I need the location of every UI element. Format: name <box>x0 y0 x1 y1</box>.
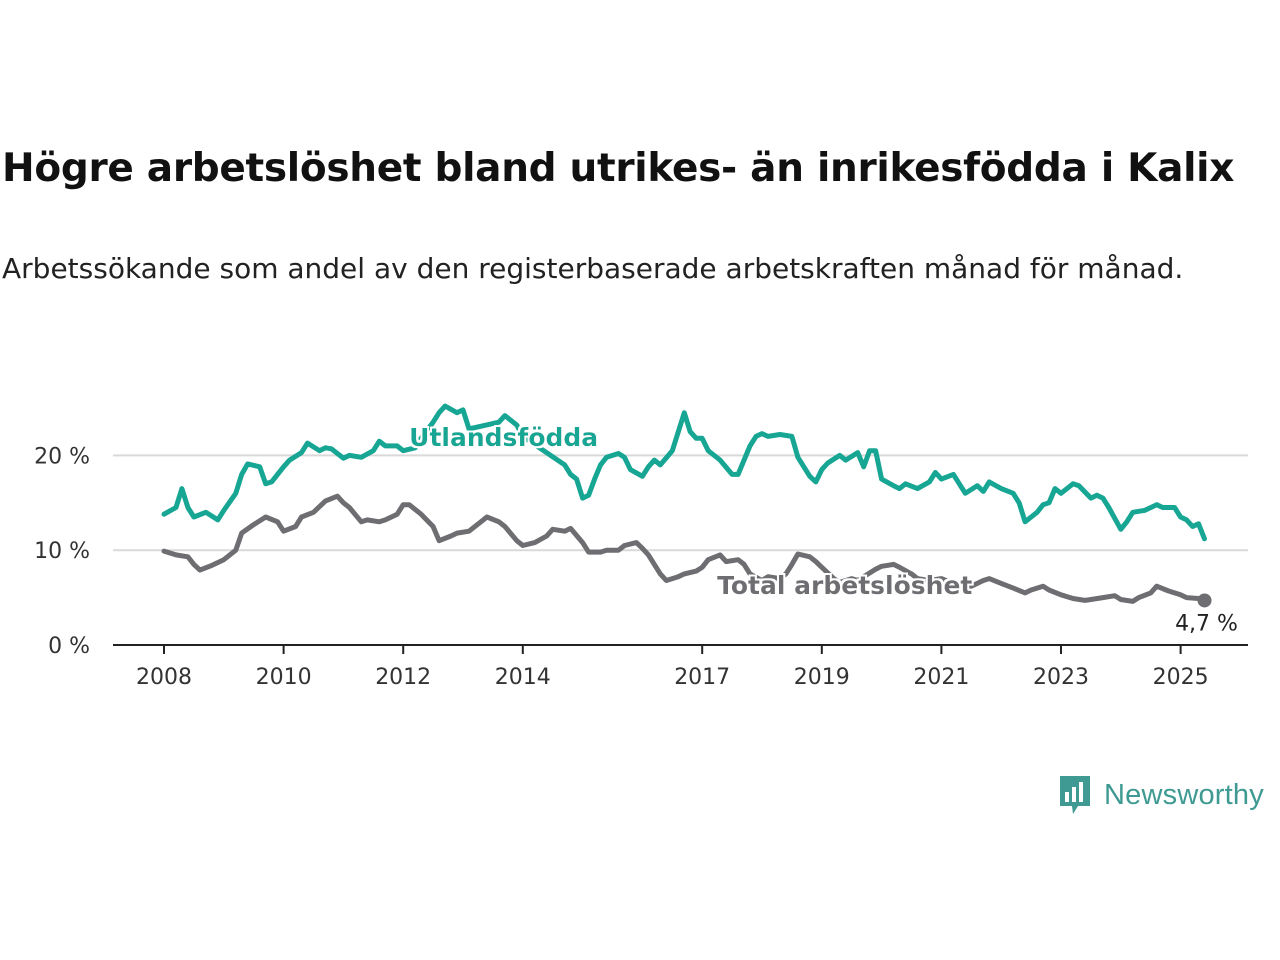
end-point-marker <box>1197 593 1212 608</box>
series-lines <box>161 403 1207 604</box>
chart-subtitle: Arbetssökande som andel av den registerb… <box>2 252 1184 285</box>
y-tick-label: 20 % <box>34 444 90 469</box>
x-tick-label: 2008 <box>136 665 192 690</box>
y-tick-label: 10 % <box>34 539 90 564</box>
x-tick-label: 2021 <box>913 665 969 690</box>
chart-title: Högre arbetslöshet bland utrikes- än inr… <box>2 146 1235 191</box>
y-tick-label: 0 % <box>48 634 90 659</box>
series-label: Total arbetslöshet <box>717 571 972 600</box>
newsworthy-logo-icon <box>1060 776 1090 814</box>
x-tick-label: 2025 <box>1153 665 1209 690</box>
gridlines <box>113 454 1248 552</box>
end-value-label: 4,7 % <box>1175 611 1238 636</box>
series-line-utlandsfödda <box>161 403 1207 542</box>
x-tick-label: 2019 <box>794 665 850 690</box>
brand[interactable]: Newsworthy <box>1058 774 1264 816</box>
series-labels: Utlandsfödda Total arbetslöshet 4,7 % <box>409 423 1238 637</box>
series-line-total-arbetslöshet <box>161 493 1207 604</box>
x-tick-label: 2014 <box>495 665 551 690</box>
x-tick-label: 2023 <box>1033 665 1089 690</box>
brand-name: Newsworthy <box>1104 778 1264 811</box>
x-tick-label: 2017 <box>674 665 730 690</box>
line-chart: 0 % 10 % 20 % 2008 2010 2012 2014 2017 2019 2021… <box>34 403 1248 690</box>
y-axis: 0 % 10 % 20 % <box>34 444 90 659</box>
series-label: Utlandsfödda <box>409 423 598 452</box>
x-tick-label: 2012 <box>375 665 431 690</box>
x-axis: 2008 2010 2012 2014 2017 2019 2021 2023 2025 <box>113 644 1248 690</box>
x-tick-label: 2010 <box>256 665 312 690</box>
